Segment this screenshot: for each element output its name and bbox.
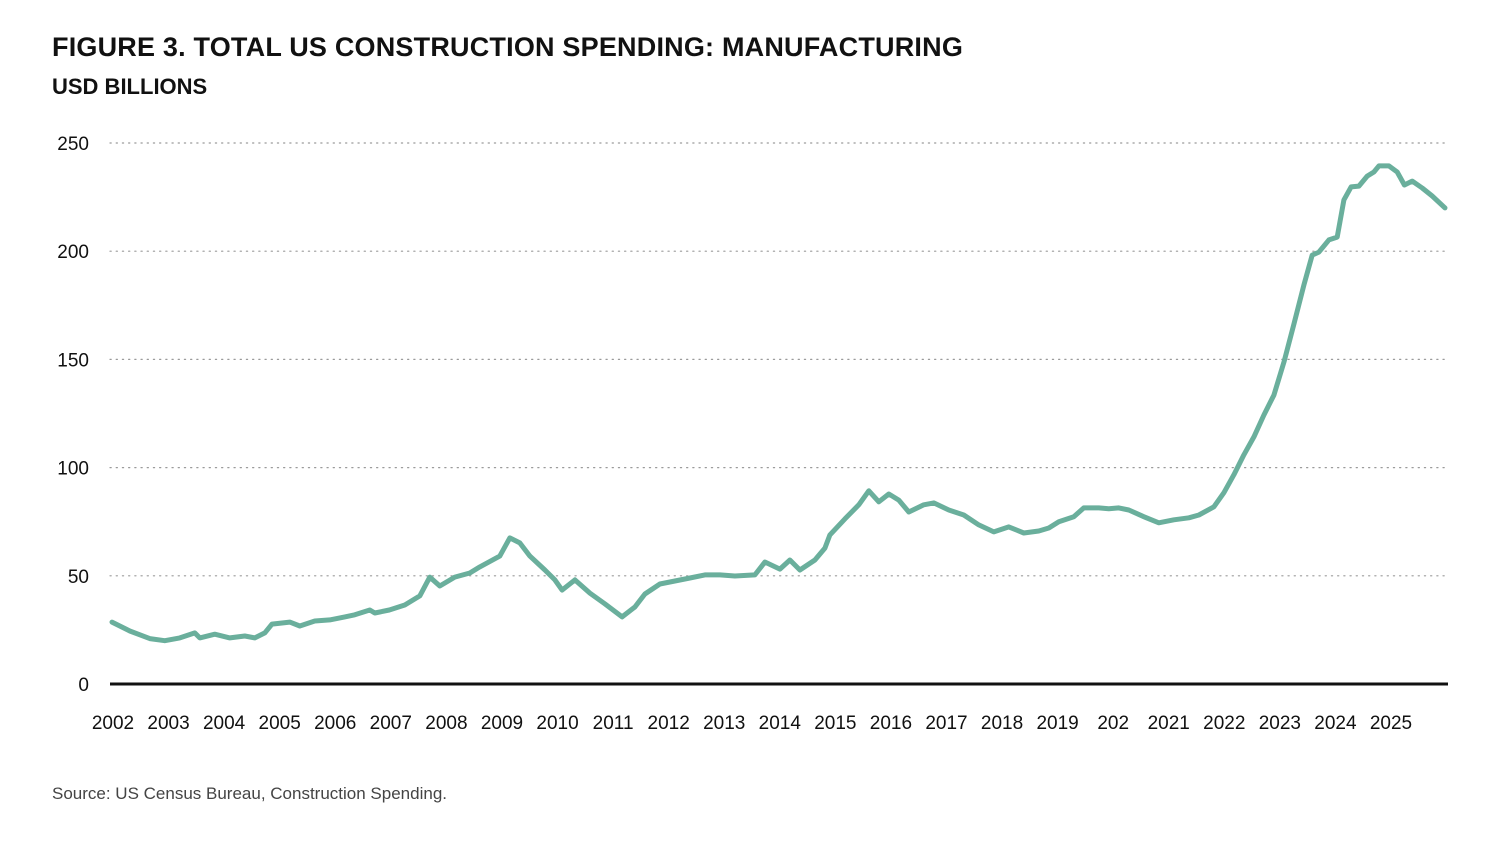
series-group (109, 163, 1448, 644)
source-note: Source: US Census Bureau, Construction S… (52, 784, 448, 803)
x-tick-label: 2004 (203, 713, 246, 734)
x-tick-label: 2015 (814, 713, 856, 734)
x-tick-label: 2012 (648, 713, 690, 734)
x-tick-label: 2017 (925, 713, 967, 734)
x-tick-label: 2019 (1036, 713, 1078, 734)
x-tick-label: 2024 (1314, 713, 1357, 734)
x-tick-label: 2016 (870, 713, 912, 734)
chart-title: FIGURE 3. TOTAL US CONSTRUCTION SPENDING… (52, 32, 964, 62)
y-tick-label: 100 (57, 459, 89, 480)
x-tick-label: 2005 (259, 713, 301, 734)
x-tick-label: 2003 (147, 713, 189, 734)
y-tick-label: 250 (57, 134, 89, 155)
y-tick-label: 150 (57, 350, 89, 371)
x-tick-label: 2022 (1203, 713, 1245, 734)
x-tick-label: 202 (1097, 713, 1129, 734)
x-tick-label: 2010 (536, 713, 578, 734)
x-tick-label: 2013 (703, 713, 745, 734)
x-tick-label: 2006 (314, 713, 356, 734)
x-tick-label: 2025 (1370, 713, 1412, 734)
x-tick-label: 2021 (1148, 713, 1190, 734)
x-tick-label: 2018 (981, 713, 1023, 734)
x-tick-label: 2011 (593, 713, 634, 734)
x-tick-label: 2008 (425, 713, 467, 734)
y-tick-label: 200 (57, 242, 89, 263)
x-tick-label: 2023 (1259, 713, 1301, 734)
x-tick-label: 2002 (92, 713, 134, 734)
x-axis-ticks: 2002 2003 2004 2005 2006 2007 2008 2009 2010 2011… (92, 713, 1412, 734)
y-tick-label: 50 (68, 567, 89, 588)
y-tick-label: 0 (78, 675, 89, 696)
gridlines (109, 142, 1449, 577)
x-tick-label: 2009 (481, 713, 523, 734)
y-axis-ticks: 0 50 100 150 200 250 (57, 134, 89, 696)
chart-subtitle: USD BILLIONS (52, 74, 208, 99)
x-tick-label: 2007 (370, 713, 412, 734)
series-line-manufacturing (109, 163, 1448, 644)
x-tick-label: 2014 (759, 713, 802, 734)
